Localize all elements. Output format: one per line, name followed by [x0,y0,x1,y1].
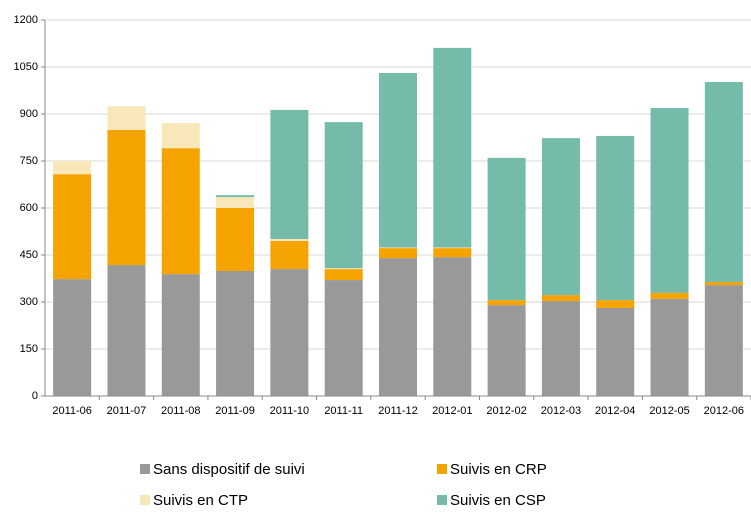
y-tick-label: 150 [20,343,38,355]
bar-segment [53,161,92,175]
x-tick-label: 2012-01 [432,405,472,417]
bar-segment [270,109,309,240]
y-tick-label: 750 [20,155,38,167]
legend-label: Suivis en CRP [450,461,547,478]
x-tick-label: 2011-09 [215,405,255,417]
bar-segment [487,300,526,306]
legend-swatch [140,495,150,505]
bar-segment [53,279,92,396]
y-tick-label: 300 [20,296,38,308]
bar-segment [704,82,743,282]
bar-segment [216,195,255,198]
bar-segment [704,285,743,396]
legend-swatch [140,464,150,474]
bar-segment [324,268,363,270]
legend-swatch [437,495,447,505]
bar-segment [379,258,417,396]
bar-segment [541,295,580,302]
x-tick-label: 2011-06 [52,405,92,417]
bar-segment [107,265,146,396]
bar-segment [324,280,363,396]
legend: Sans dispositif de suivi Suivis en CRP Sui… [140,461,547,509]
x-tick-label: 2012-06 [704,405,744,417]
bar-segment [107,129,146,266]
bar-segment [161,148,200,275]
bar-segment [704,281,743,286]
x-tick-label: 2012-03 [541,405,581,417]
bar-segment [433,247,472,249]
bar-segment [541,138,580,296]
bar-segment [596,135,635,301]
bar-segment [161,123,200,149]
bar-segment [379,72,417,248]
bar-segment [433,257,472,396]
x-tick-label: 2012-04 [595,405,635,417]
x-tick-label: 2011-07 [107,405,147,417]
y-tick-label: 900 [20,108,38,120]
bar-segment [487,305,526,396]
legend-label: Suivis en CSP [450,492,546,509]
y-tick-label: 1200 [14,14,38,26]
bar-segment [433,47,472,248]
bar-segment [379,247,417,249]
x-tick-label: 2011-10 [270,405,310,417]
legend-label: Suivis en CTP [153,492,248,509]
bar-segment [216,197,255,208]
bar-segment [270,269,309,396]
bar-segment [161,274,200,396]
bar-segment [433,248,472,258]
bar-segment [596,307,635,396]
bar-segment [541,301,580,396]
bar-segment [216,270,255,396]
bar-segment [216,208,255,271]
x-tick-label: 2012-05 [649,405,689,417]
bar-segment [650,292,689,299]
legend-swatch [437,464,447,474]
bar-segment [650,108,689,293]
bar-segment [324,122,363,269]
y-tick-label: 0 [32,390,38,402]
bar-segment [379,248,417,259]
bar-segment [270,240,309,270]
bar-segment [53,174,92,280]
y-tick-label: 600 [20,202,38,214]
y-tick-label: 450 [20,249,38,261]
legend-label: Sans dispositif de suivi [153,461,305,478]
bar-segment [650,298,689,396]
x-tick-label: 2011-11 [324,405,363,417]
y-tick-label: 1050 [14,61,38,73]
bar-segment [270,239,309,241]
x-tick-label: 2011-12 [378,405,418,417]
x-tick-label: 2012-02 [486,405,526,417]
bar-segment [107,106,146,130]
bar-segment [324,269,363,281]
bar-segment [596,300,635,308]
bar-segment [487,157,526,301]
x-tick-label: 2011-08 [161,405,201,417]
